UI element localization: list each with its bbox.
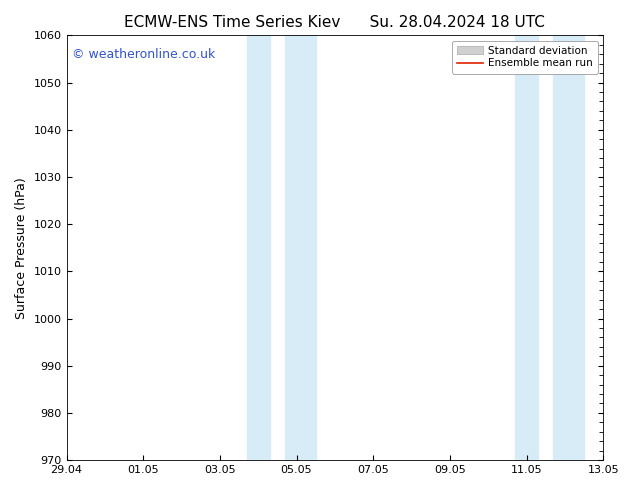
Bar: [515, 35, 538, 460]
Legend: Standard deviation, Ensemble mean run: Standard deviation, Ensemble mean run: [451, 41, 598, 74]
Y-axis label: Surface Pressure (hPa): Surface Pressure (hPa): [15, 177, 28, 318]
Title: ECMW-ENS Time Series Kiev      Su. 28.04.2024 18 UTC: ECMW-ENS Time Series Kiev Su. 28.04.2024…: [124, 15, 545, 30]
Bar: [247, 35, 269, 460]
Bar: [285, 35, 316, 460]
Bar: [553, 35, 584, 460]
Text: © weatheronline.co.uk: © weatheronline.co.uk: [72, 48, 215, 61]
